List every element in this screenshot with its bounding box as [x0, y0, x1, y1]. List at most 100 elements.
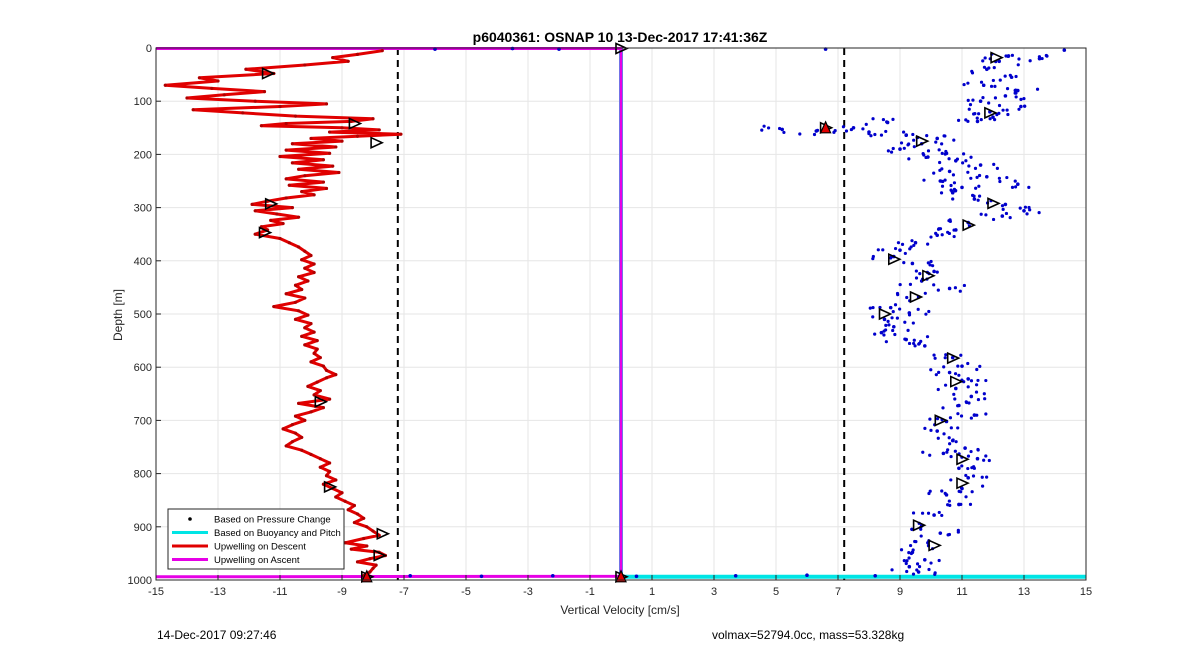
- waypoint-marker: [370, 136, 385, 149]
- pressure-point: [998, 179, 1002, 184]
- descent-point: [355, 560, 360, 564]
- pressure-point: [1028, 208, 1032, 212]
- pressure-point: [942, 432, 946, 436]
- descent-point: [241, 111, 245, 115]
- pressure-point: [940, 513, 944, 518]
- pressure-point: [981, 59, 985, 63]
- pressure-point: [1006, 112, 1010, 117]
- pressure-point: [733, 573, 738, 578]
- waypoint-marker: [373, 549, 388, 562]
- descent-point: [303, 266, 307, 270]
- pressure-point: [935, 429, 939, 433]
- x-tick-label: 7: [835, 586, 841, 598]
- pressure-point: [989, 84, 994, 88]
- pressure-point: [917, 342, 921, 346]
- pressure-point: [966, 476, 970, 480]
- legend-entry-label: Upwelling on Descent: [214, 542, 306, 553]
- pressure-point: [977, 173, 982, 178]
- descent-point: [300, 334, 304, 338]
- pressure-point: [964, 473, 968, 478]
- pressure-point: [889, 256, 893, 260]
- pressure-point: [975, 367, 979, 372]
- pressure-point: [882, 333, 886, 337]
- descent-point: [321, 406, 325, 410]
- pressure-point: [900, 242, 905, 247]
- pressure-point: [984, 454, 988, 458]
- descent-point: [259, 124, 263, 128]
- pressure-point: [966, 377, 970, 381]
- pressure-point: [981, 96, 985, 100]
- pressure-point: [899, 141, 904, 145]
- descent-point: [222, 93, 226, 97]
- pressure-point: [959, 502, 963, 506]
- pressure-point: [881, 117, 886, 122]
- descent-point: [293, 414, 298, 418]
- descent-point: [399, 132, 403, 136]
- pressure-point: [1017, 107, 1021, 111]
- descent-point: [324, 186, 329, 191]
- pressure-point: [884, 129, 888, 134]
- descent-point: [306, 384, 310, 388]
- pressure-point: [995, 166, 999, 170]
- pressure-point: [941, 451, 946, 456]
- chart-title: p6040361: OSNAP 10 13-Dec-2017 17:41:36Z: [473, 29, 768, 45]
- descent-point: [287, 183, 291, 187]
- pressure-point: [962, 82, 966, 87]
- pressure-point: [911, 572, 916, 576]
- pressure-point: [925, 335, 930, 339]
- pressure-point: [938, 160, 942, 165]
- pressure-point: [979, 212, 983, 216]
- pressure-point: [876, 248, 880, 252]
- pressure-point: [966, 466, 970, 471]
- pressure-point: [1022, 96, 1026, 101]
- pressure-point: [954, 188, 958, 193]
- pressure-point: [993, 96, 998, 100]
- pressure-point: [949, 183, 953, 188]
- pressure-point: [974, 383, 979, 387]
- pressure-point: [957, 466, 961, 471]
- pressure-point: [979, 118, 983, 122]
- pressure-point: [929, 368, 933, 372]
- pressure-point: [937, 148, 941, 152]
- descent-point: [371, 117, 375, 121]
- pressure-point: [997, 59, 1001, 64]
- pressure-point: [992, 162, 996, 166]
- pressure-point: [760, 128, 764, 132]
- pressure-point: [984, 412, 988, 416]
- descent-point: [275, 212, 279, 216]
- descent-point: [340, 491, 344, 495]
- pressure-point: [966, 454, 971, 458]
- pressure-point: [1008, 73, 1012, 77]
- descent-point: [309, 321, 313, 326]
- pressure-point: [898, 147, 902, 151]
- pressure-point: [867, 131, 871, 136]
- pressure-point: [888, 305, 893, 310]
- pressure-point: [950, 355, 955, 360]
- pressure-point: [987, 101, 991, 105]
- pressure-point: [893, 303, 898, 307]
- pressure-point: [841, 125, 846, 129]
- descent-point: [300, 435, 304, 440]
- y-tick-label: 600: [134, 362, 152, 374]
- descent-point: [303, 249, 307, 253]
- x-tick-label: -5: [461, 586, 471, 598]
- pressure-point: [953, 449, 957, 453]
- pressure-point: [955, 157, 959, 161]
- pressure-point: [551, 573, 555, 578]
- waypoint-marker: [878, 307, 893, 321]
- descent-point: [306, 313, 310, 317]
- descent-point: [303, 63, 307, 67]
- pressure-point: [915, 562, 920, 566]
- pressure-point: [911, 511, 916, 515]
- pressure-point: [882, 317, 887, 322]
- pressure-point: [936, 227, 941, 231]
- pressure-point: [976, 397, 981, 402]
- pressure-point: [1023, 205, 1027, 209]
- descent-point: [250, 202, 254, 207]
- descent-point: [362, 536, 366, 541]
- pressure-point: [975, 456, 980, 461]
- pressure-point: [997, 103, 1002, 108]
- pressure-point: [940, 167, 944, 171]
- waypoint-marker: [888, 252, 902, 266]
- pressure-point: [913, 240, 918, 245]
